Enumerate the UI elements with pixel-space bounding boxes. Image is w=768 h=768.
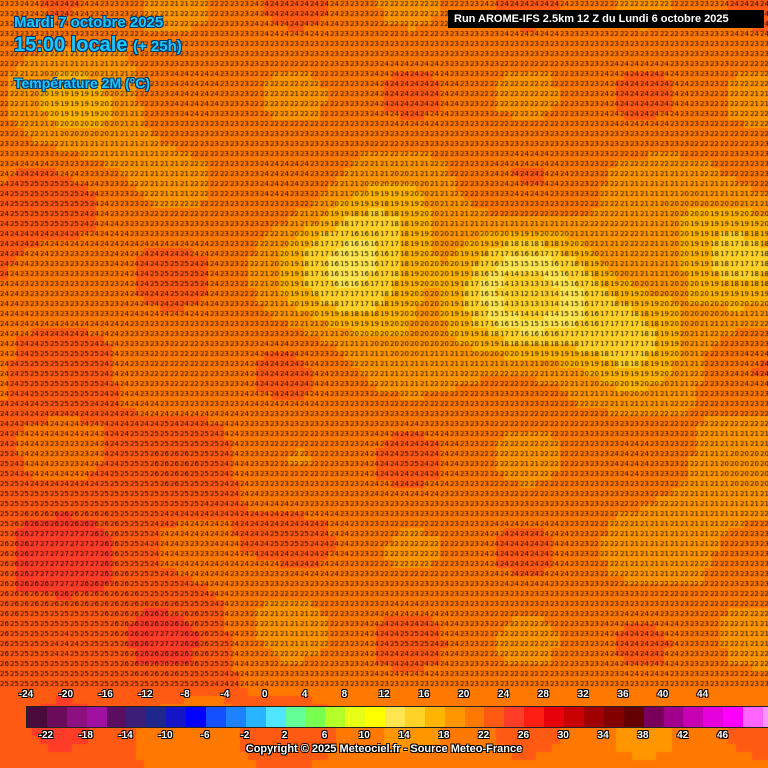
legend-swatch: [504, 707, 525, 727]
legend-tick-label: -16: [98, 689, 113, 700]
legend-tick-label: 8: [341, 689, 348, 700]
legend-swatch: [46, 707, 67, 727]
legend-tick-label: 2: [281, 730, 288, 741]
legend-swatch: [86, 707, 107, 727]
forecast-date: Mardi 7 octobre 2025: [14, 14, 164, 31]
legend-swatch: [723, 707, 744, 727]
legend-tick-label: -4: [220, 689, 230, 700]
legend-swatch: [186, 707, 207, 727]
legend-swatch: [166, 707, 187, 727]
legend-swatch: [743, 707, 763, 727]
legend-swatch: [762, 707, 768, 727]
legend-swatch: [524, 707, 545, 727]
legend-tick-label: 46: [716, 730, 729, 741]
legend-swatch: [27, 707, 47, 727]
color-legend: -24 -20 -16 -12 -8 -4 0 4 8 12 16 20 24 28 32 36 40 44 -2…: [0, 684, 768, 768]
legend-tick-label: 10: [358, 730, 370, 741]
legend-tick-label: -20: [58, 689, 74, 700]
legend-tick-label: 44: [697, 689, 709, 700]
legend-tick-label: 26: [517, 730, 530, 741]
legend-swatch: [345, 707, 366, 727]
legend-swatch: [325, 707, 346, 727]
legend-tick-label: 28: [537, 689, 549, 700]
legend-tick-label: 38: [637, 730, 649, 741]
legend-tick-label: 42: [677, 730, 689, 741]
legend-tick-label: -14: [118, 730, 133, 741]
legend-swatch: [206, 707, 226, 727]
forecast-lead: (+ 25h): [132, 38, 182, 55]
legend-tick-label: 32: [577, 689, 589, 700]
legend-swatch: [285, 707, 306, 727]
legend-tick-label: 30: [557, 730, 569, 741]
legend-swatch: [603, 707, 624, 727]
legend-tick-label: 22: [478, 730, 490, 741]
legend-tick-label: 20: [458, 689, 470, 700]
legend-swatch: [305, 707, 326, 727]
legend-tick-label: 40: [657, 689, 669, 700]
legend-swatch: [484, 707, 505, 727]
legend-colorbar: [26, 706, 768, 728]
legend-swatch: [663, 707, 684, 727]
legend-tick-label: 0: [262, 689, 268, 700]
forecast-time: 15:00 locale (+ 25h): [14, 34, 182, 57]
legend-swatch: [225, 707, 246, 727]
legend-swatch: [703, 707, 724, 727]
legend-swatch: [444, 707, 465, 727]
legend-tick-label: -12: [138, 689, 153, 700]
legend-tick-label: -10: [158, 730, 173, 741]
legend-swatch: [623, 707, 644, 727]
legend-swatch: [643, 707, 664, 727]
legend-swatch: [146, 707, 167, 727]
copyright-notice: Copyright © 2025 Meteociel.fr - Source M…: [245, 743, 523, 755]
legend-swatch: [66, 707, 87, 727]
legend-tick-label: -6: [200, 730, 210, 741]
legend-swatch: [424, 707, 445, 727]
legend-swatch: [365, 707, 386, 727]
model-run-label: Run AROME-IFS 2.5km 12 Z du Lundi 6 octo…: [448, 10, 764, 28]
legend-tick-label: 4: [301, 689, 308, 700]
legend-swatch: [583, 707, 604, 727]
legend-swatch: [126, 707, 147, 727]
legend-tick-label: 12: [378, 689, 390, 700]
legend-swatch: [245, 707, 266, 727]
legend-tick-label: 14: [398, 730, 410, 741]
legend-tick-label: 6: [321, 730, 328, 741]
legend-tick-label: 24: [498, 689, 510, 700]
legend-swatch: [404, 707, 425, 727]
legend-swatch: [544, 707, 565, 727]
legend-tick-label: -18: [78, 730, 93, 741]
legend-swatch: [265, 707, 286, 727]
legend-tick-label: -2: [240, 730, 250, 741]
legend-tick-label: 18: [438, 730, 450, 741]
legend-tick-label: 16: [418, 689, 430, 700]
legend-swatch: [683, 707, 704, 727]
forecast-time-value: 15:00 locale: [14, 34, 128, 56]
legend-tick-label: -8: [180, 689, 190, 700]
legend-swatch: [385, 707, 405, 727]
legend-swatch: [564, 707, 584, 727]
legend-tick-label: 34: [597, 730, 609, 741]
variable-label: Température 2M (°C): [14, 75, 151, 91]
legend-swatch: [464, 707, 485, 727]
legend-swatch: [106, 707, 127, 727]
legend-tick-label: -24: [18, 689, 34, 700]
legend-tick-label: -22: [38, 730, 54, 741]
legend-tick-label: 36: [617, 689, 629, 700]
